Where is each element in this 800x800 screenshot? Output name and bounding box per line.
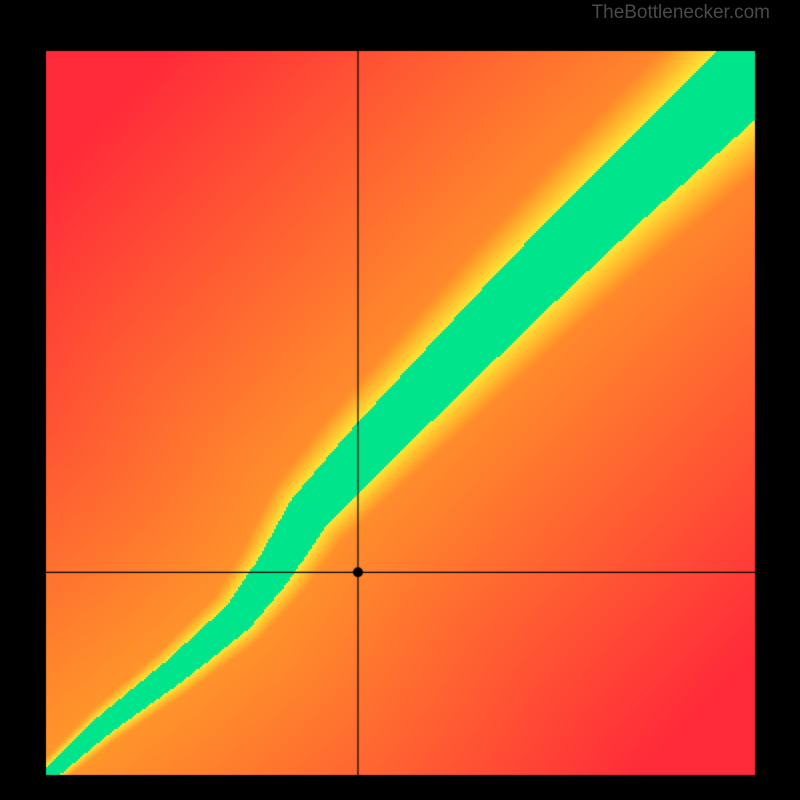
watermark-text: TheBottlenecker.com [0,0,800,26]
bottleneck-heatmap [28,33,773,793]
chart-container [0,26,800,800]
